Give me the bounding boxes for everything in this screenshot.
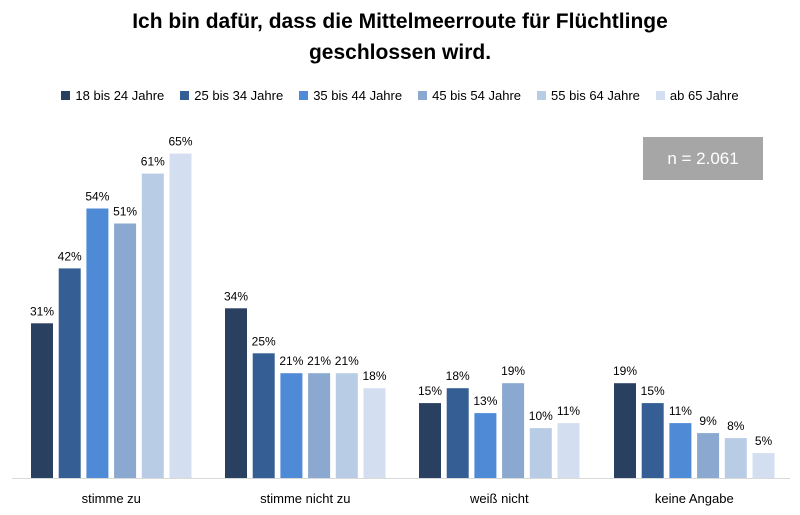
data-label: 10% bbox=[529, 409, 553, 423]
data-label: 11% bbox=[557, 404, 580, 418]
legend-swatch bbox=[180, 91, 190, 100]
bar bbox=[58, 268, 81, 478]
legend-label: 45 bis 54 Jahre bbox=[432, 88, 522, 103]
data-label: 15% bbox=[418, 384, 442, 398]
legend-swatch bbox=[418, 91, 428, 100]
data-label: 11% bbox=[669, 404, 692, 418]
bar bbox=[557, 423, 580, 478]
data-label: 5% bbox=[755, 434, 773, 448]
data-label: 25% bbox=[252, 334, 276, 348]
bar bbox=[419, 403, 441, 478]
bar bbox=[31, 323, 53, 478]
data-label: 51% bbox=[113, 205, 137, 219]
chart-title-line-2: geschlossen wird. bbox=[308, 41, 492, 64]
bar bbox=[280, 373, 303, 478]
bar bbox=[335, 373, 358, 478]
bar bbox=[169, 153, 192, 478]
legend-item: 25 bis 34 Jahre bbox=[180, 88, 283, 103]
bar bbox=[252, 353, 275, 479]
bar bbox=[141, 173, 164, 478]
data-label: 19% bbox=[613, 364, 637, 378]
data-label: 21% bbox=[279, 354, 303, 368]
data-label: 65% bbox=[168, 135, 192, 149]
data-label: 61% bbox=[141, 155, 165, 169]
chart-legend: 18 bis 24 Jahre 25 bis 34 Jahre 35 bis 44 … bbox=[0, 88, 800, 103]
category-label: weiß nicht bbox=[469, 491, 529, 506]
legend-swatch bbox=[299, 91, 309, 100]
data-label: 19% bbox=[501, 364, 525, 378]
bar bbox=[752, 453, 775, 479]
bar bbox=[697, 433, 720, 478]
data-label: 34% bbox=[224, 289, 248, 303]
bar bbox=[614, 383, 636, 478]
data-label: 42% bbox=[58, 249, 82, 263]
legend-label: 25 bis 34 Jahre bbox=[194, 88, 284, 103]
sample-size-box: n = 2.061 bbox=[643, 137, 763, 180]
legend-item: 45 bis 54 Jahre bbox=[418, 88, 521, 103]
bar bbox=[114, 223, 137, 478]
bar bbox=[86, 208, 109, 478]
bar bbox=[502, 383, 525, 478]
bar bbox=[363, 388, 386, 478]
data-label: 18% bbox=[446, 369, 470, 383]
bar bbox=[641, 403, 664, 478]
legend-item: 35 bis 44 Jahre bbox=[299, 88, 402, 103]
chart-title-line-1: Ich bin dafür, dass die Mittelmeerroute … bbox=[132, 10, 668, 33]
bar bbox=[724, 438, 747, 478]
bar bbox=[308, 373, 331, 478]
category-label: stimme zu bbox=[82, 491, 141, 506]
legend-label: 55 bis 64 Jahre bbox=[551, 88, 640, 103]
chart-title: Ich bin dafür, dass die Mittelmeerroute … bbox=[0, 6, 800, 68]
category-label: stimme nicht zu bbox=[260, 491, 350, 506]
legend-swatch bbox=[61, 91, 71, 100]
sample-size-label: n = 2.061 bbox=[667, 148, 739, 168]
legend-label: 35 bis 44 Jahre bbox=[313, 88, 403, 103]
legend-item: 55 bis 64 Jahre bbox=[537, 88, 640, 103]
legend-item: 18 bis 24 Jahre bbox=[61, 88, 164, 103]
bar bbox=[225, 308, 247, 478]
data-label: 54% bbox=[85, 190, 109, 204]
legend-swatch bbox=[655, 91, 665, 100]
data-label: 31% bbox=[30, 304, 54, 318]
data-label: 8% bbox=[727, 419, 745, 433]
bar bbox=[529, 428, 552, 478]
data-label: 9% bbox=[699, 414, 717, 428]
data-label: 18% bbox=[362, 369, 386, 383]
data-label: 13% bbox=[473, 394, 497, 408]
bar bbox=[446, 388, 469, 478]
data-label: 21% bbox=[335, 354, 359, 368]
legend-label: ab 65 Jahre bbox=[669, 88, 739, 103]
bar bbox=[669, 423, 692, 478]
data-label: 15% bbox=[641, 384, 665, 398]
category-label: keine Angabe bbox=[655, 491, 734, 506]
legend-swatch bbox=[537, 91, 547, 100]
data-label: 21% bbox=[307, 354, 331, 368]
legend-item: ab 65 Jahre bbox=[655, 88, 739, 103]
legend-label: 18 bis 24 Jahre bbox=[75, 88, 165, 103]
bar bbox=[474, 413, 497, 478]
